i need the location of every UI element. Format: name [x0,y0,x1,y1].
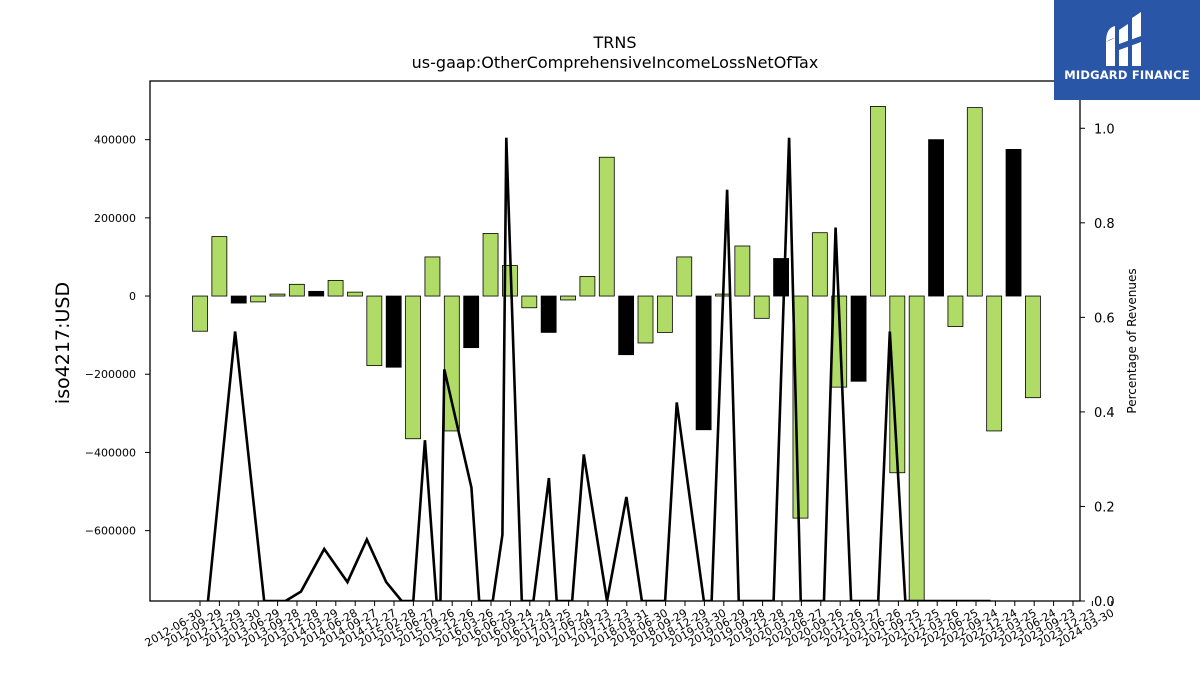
bar [1025,295,1041,399]
bar [598,156,615,297]
bar [192,295,208,332]
y-tick-label: 200000 [94,212,136,225]
bar [250,295,267,303]
bar [656,295,673,333]
bar [443,295,460,432]
bar [521,295,538,309]
bar [230,295,247,304]
bar [850,295,867,382]
y-axis-label: iso4217:USD [52,282,74,404]
line-series [206,137,991,601]
y2-tick-label: 0.2 [1094,500,1115,515]
brand-name: MIDGARD FINANCE [1064,68,1190,82]
y-tick-label: −200000 [85,368,136,381]
bar [753,295,770,319]
y2-tick-label: 0.4 [1094,406,1115,421]
bar [986,295,1003,432]
bar [308,290,325,297]
bar [424,256,441,297]
bar [366,295,383,367]
y-tick-label: 400000 [94,134,136,147]
bar [908,295,925,601]
bar [773,258,789,297]
bar [540,295,557,333]
bar [327,279,344,297]
bar [288,283,305,297]
bar [870,106,886,297]
bar [579,276,596,297]
bar [947,295,964,327]
chart-title: TRNS [592,33,636,52]
plot-frame [149,80,1081,602]
bar [405,295,421,440]
bar-series [192,106,1041,601]
bar [618,295,635,356]
chart-subtitle: us-gaap:OtherComprehensiveIncomeLossNetO… [412,53,819,72]
bar [695,295,712,431]
plot-area: 400000 200000 0 −200000 −400000 −600000 0.0 0.2… [85,80,1116,650]
y-tick-label: −400000 [85,446,136,459]
bar [1005,149,1022,297]
bar [560,295,576,301]
bar [385,295,402,368]
bar [637,295,654,344]
y2-tick-label: 0.0 [1094,595,1115,610]
y2-axis-label: Percentage of Revenues [1125,268,1139,413]
y2-tick-label: 0.6 [1094,311,1115,326]
bar [463,295,480,349]
y-tick-label: 0 [129,290,136,303]
y2-tick-label: 1.0 [1094,122,1115,137]
bar [269,293,286,297]
bar [211,236,228,297]
bar [676,256,693,297]
bar [347,291,363,297]
bar [811,232,828,297]
y2-tick-label: 0.8 [1094,217,1115,232]
bar [966,107,983,297]
brand-mark-icon [1106,12,1141,66]
bar [734,245,751,297]
bar [482,233,499,297]
y-tick-label: −600000 [85,525,136,538]
brand-logo: MIDGARD FINANCE [1054,0,1200,100]
bar [928,139,944,297]
